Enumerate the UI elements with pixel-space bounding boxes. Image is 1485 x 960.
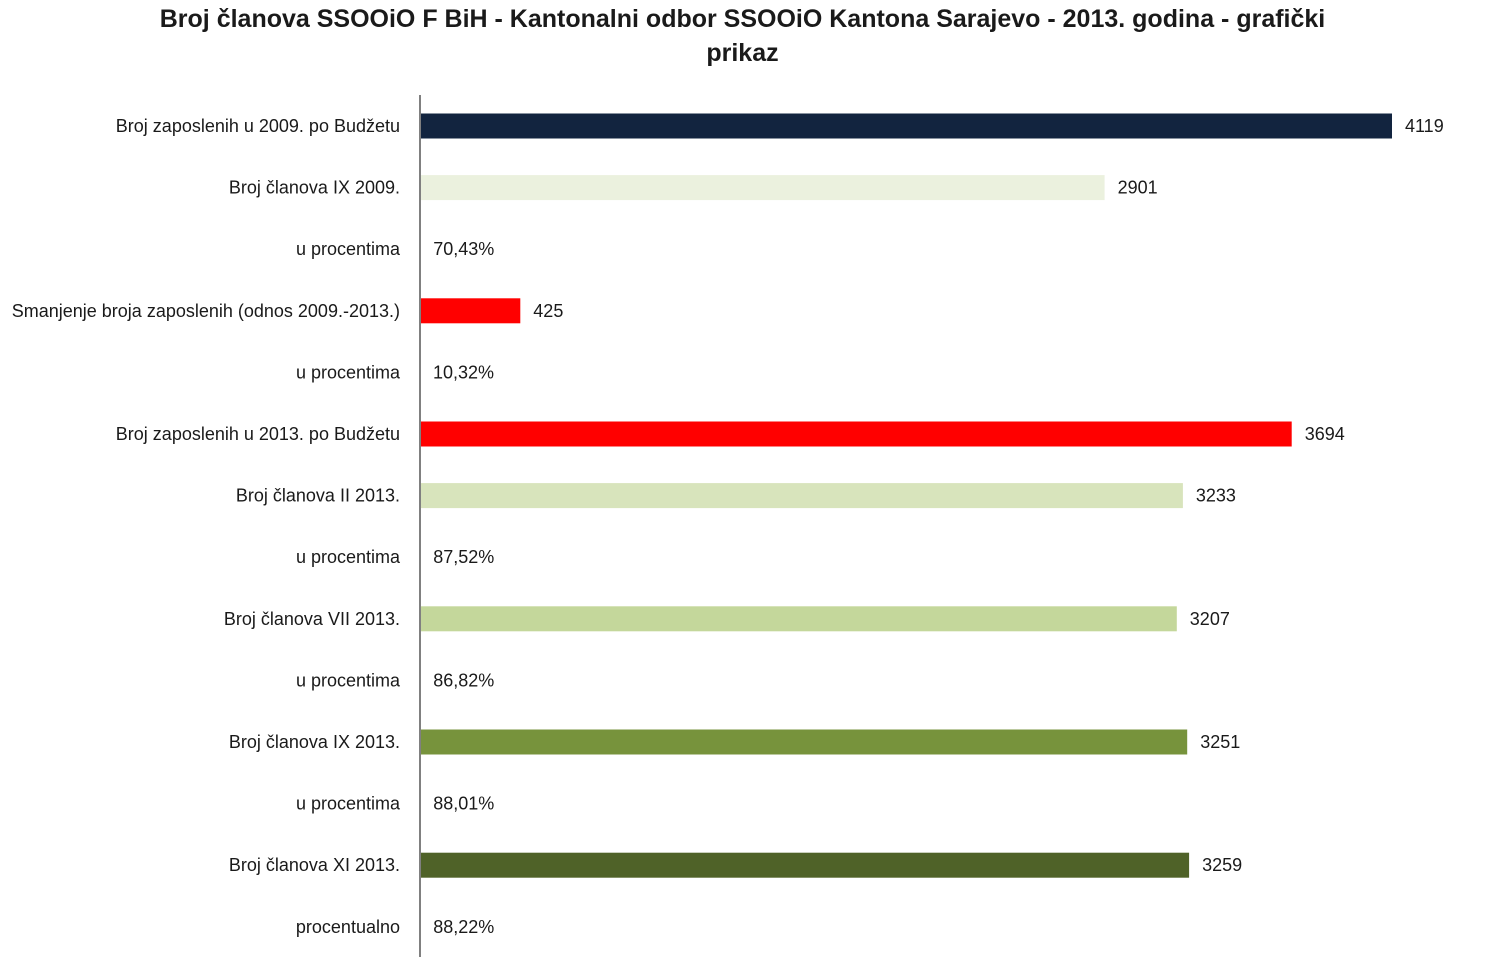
category-label-11: u procentima	[296, 794, 401, 814]
value-label-10: 3251	[1200, 732, 1240, 752]
category-label-6: Broj članova II 2013.	[236, 486, 400, 506]
value-label-1: 2901	[1118, 178, 1158, 198]
bars-layer	[420, 113, 1392, 940]
category-label-0: Broj zaposlenih u 2009. po Budžetu	[116, 116, 400, 136]
bar-0	[420, 113, 1392, 139]
value-label-12: 3259	[1202, 855, 1242, 875]
category-labels: Broj zaposlenih u 2009. po Budžetu Broj č…	[12, 116, 401, 937]
value-label-3: 425	[533, 301, 563, 321]
value-label-0: 4119	[1405, 116, 1444, 136]
value-label-2: 70,43%	[433, 239, 494, 259]
value-label-7: 87,52%	[433, 547, 494, 567]
value-label-5: 3694	[1305, 424, 1345, 444]
category-label-13: procentualno	[296, 917, 400, 937]
value-label-6: 3233	[1196, 486, 1236, 506]
bar-3	[420, 298, 521, 324]
bar-1	[420, 175, 1105, 201]
value-labels: 4119 2901 70,43% 425 10,32% 3694 3233 87,52% 320…	[433, 116, 1444, 937]
category-label-7: u procentima	[296, 547, 401, 567]
value-label-8: 3207	[1190, 609, 1230, 629]
category-label-3: Smanjenje broja zaposlenih (odnos 2009.-…	[12, 301, 400, 321]
category-label-12: Broj članova XI 2013.	[229, 855, 400, 875]
category-label-1: Broj članova IX 2009.	[229, 178, 400, 198]
category-label-10: Broj članova IX 2013.	[229, 732, 400, 752]
bar-5	[420, 421, 1292, 447]
category-label-4: u procentima	[296, 362, 401, 382]
category-label-2: u procentima	[296, 239, 401, 259]
bar-8	[420, 606, 1177, 632]
category-label-5: Broj zaposlenih u 2013. po Budžetu	[116, 424, 400, 444]
value-label-9: 86,82%	[433, 670, 494, 690]
value-label-4: 10,32%	[433, 362, 494, 382]
value-label-11: 88,01%	[433, 794, 494, 814]
category-label-8: Broj članova VII 2013.	[224, 609, 400, 629]
value-label-13: 88,22%	[433, 917, 494, 937]
chart-title: Broj članova SSOOiO F BiH - Kantonalni o…	[159, 5, 1326, 67]
bar-12	[420, 852, 1190, 878]
bar-10	[420, 729, 1188, 755]
category-label-9: u procentima	[296, 670, 401, 690]
bar-6	[420, 483, 1183, 509]
